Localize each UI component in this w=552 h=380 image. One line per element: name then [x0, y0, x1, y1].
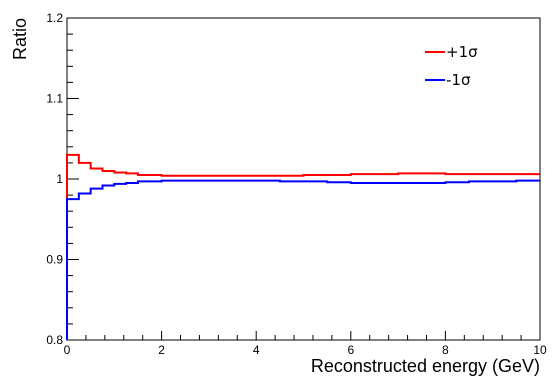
plot-frame: [66, 17, 541, 341]
y-axis-title: Ratio: [10, 18, 30, 60]
y-tick-label: 1: [56, 172, 63, 186]
series-line-plus1sigma: [66, 153, 540, 340]
x-tick-label: 10: [533, 343, 547, 357]
x-tick-label: 4: [253, 343, 260, 357]
legend-label-plus1sigma: +1σ: [446, 43, 478, 61]
x-axis-title: Reconstructed energy (GeV): [311, 356, 540, 376]
y-tick-label: 1.1: [46, 92, 63, 106]
axis-ticks: [66, 17, 541, 341]
x-tick-label: 0: [64, 343, 71, 357]
y-tick-label: 0.9: [46, 253, 63, 267]
series-line-minus1sigma: [66, 179, 540, 340]
x-tick-label: 6: [347, 343, 354, 357]
x-tick-label: 2: [158, 343, 165, 357]
series-layer: [66, 153, 540, 340]
legend-label-minus1sigma: -1σ: [446, 71, 471, 89]
y-tick-label: 1.2: [46, 11, 63, 25]
y-tick-label: 0.8: [46, 333, 63, 347]
tick-labels: 0 2 4 6 8 10 0.8 0.9 1 1.1 1.2: [46, 11, 547, 357]
x-tick-label: 8: [442, 343, 449, 357]
legend: +1σ -1σ: [425, 43, 478, 89]
